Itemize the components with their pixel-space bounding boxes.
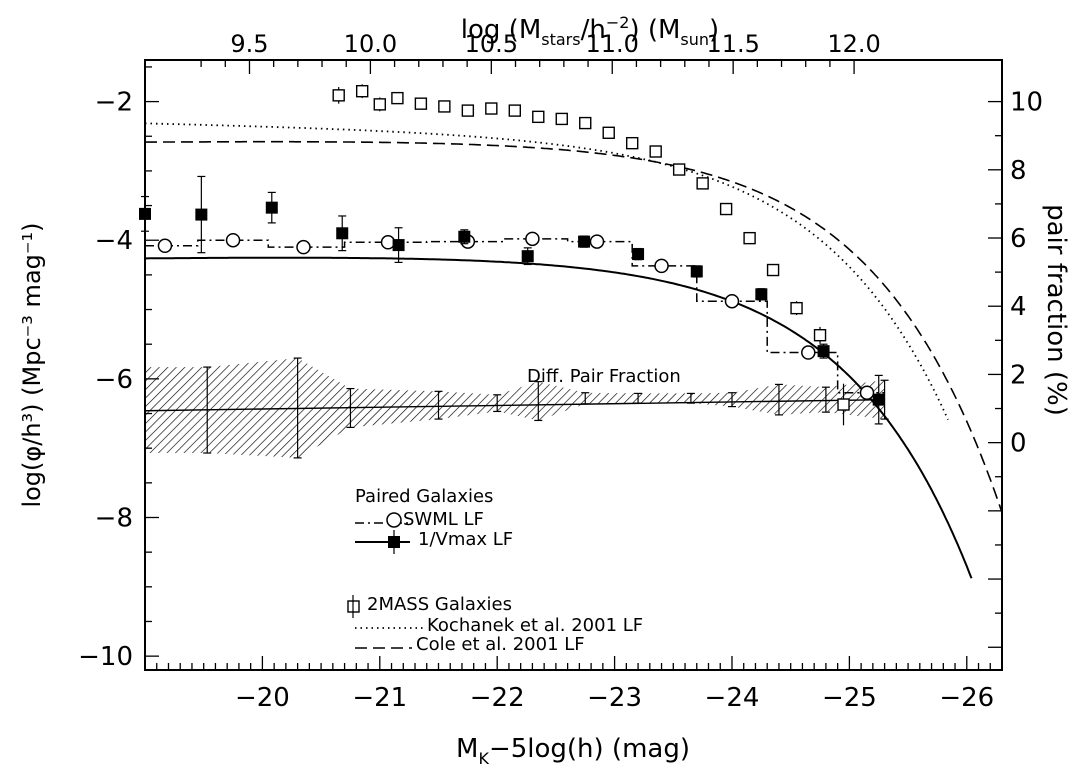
axis-ticks: −20 −21 −22 −23 −24 −25 −269.5 10.0 10.5 11.0 11.5… (78, 30, 1043, 713)
plot-frame (144, 59, 1003, 671)
y-tick-label-right: 2 (1010, 360, 1027, 390)
2mass-point (602, 126, 615, 139)
2mass-point (373, 98, 386, 111)
model-curves (145, 122, 1003, 579)
x-tick-label-top: 10.0 (344, 30, 397, 58)
x-tick-label-top: 12.0 (827, 30, 880, 58)
2mass-point (696, 177, 709, 190)
swml-point (589, 234, 605, 249)
x-tick-label-top: 11.0 (586, 30, 639, 58)
2mass-point (766, 263, 780, 277)
swml-point (157, 238, 173, 254)
2mass-point (625, 136, 639, 150)
swml-point (654, 258, 669, 274)
vmax-point (458, 230, 471, 243)
swml-point (225, 232, 241, 248)
2mass-point (813, 328, 827, 342)
x-tick-label-bottom: −23 (587, 683, 642, 713)
y-tick-label-right: 4 (1010, 292, 1027, 322)
vmax-point (817, 345, 830, 358)
2mass-point (790, 301, 803, 315)
2mass-point (355, 84, 369, 98)
vmax-point (195, 208, 208, 221)
y-tick-label-left: −2 (95, 88, 133, 118)
x-tick-label-top: 11.5 (706, 30, 759, 58)
vmax-point (872, 393, 885, 406)
x-tick-label-bottom: −22 (470, 683, 525, 713)
2mass-point (555, 112, 568, 126)
legend-vmax-label: 1/Vmax LF (418, 529, 513, 550)
x-tick-label-top: 10.5 (465, 30, 518, 58)
legend-swml-label: SWML LF (403, 509, 484, 530)
vmax-point (139, 207, 151, 220)
vmax-point (521, 250, 534, 263)
swml-point (380, 235, 396, 250)
swml-point (801, 345, 816, 360)
legend-title-2mass: 2MASS Galaxies (367, 594, 512, 615)
y-axis-title-right: pair fraction (%) (1041, 204, 1071, 416)
x-tick-label-bottom: −25 (822, 683, 877, 713)
2mass-point (332, 89, 345, 102)
legend-title-paired: Paired Galaxies (355, 486, 493, 507)
y-axis-title-left: log(φ/h³) (Mpc⁻³ mag⁻¹) (18, 222, 46, 507)
swml-point (724, 293, 740, 309)
y-tick-label-right: 10 (1010, 88, 1043, 118)
x-tick-label-bottom: −21 (352, 683, 407, 713)
y-tick-label-right: 8 (1010, 156, 1027, 186)
y-tick-label-left: −6 (95, 365, 133, 395)
x-axis-title-top: log (Mstars/h−2) (Msun) (461, 13, 719, 49)
2mass-point (391, 91, 404, 105)
swml-point (296, 239, 311, 255)
kochanek-curve (145, 122, 949, 420)
2mass-point (579, 116, 592, 130)
2mass-point (719, 202, 733, 216)
x-tick-label-top: 9.5 (230, 30, 268, 58)
2mass-point (532, 110, 545, 124)
x-tick-label-bottom: −20 (235, 683, 290, 713)
2mass-point (837, 398, 850, 411)
legend-cole-label: Cole et al. 2001 LF (416, 634, 585, 655)
2mass-point (461, 104, 475, 117)
vmax-point (336, 227, 349, 240)
2mass-point (414, 97, 428, 110)
vmax-fit-curve (145, 256, 973, 579)
swml-point (859, 385, 875, 400)
vmax-point (755, 288, 768, 301)
vmax-point (265, 201, 278, 214)
legend-swml-marker (386, 512, 402, 528)
y-tick-label-left: −8 (95, 504, 133, 534)
pair-fraction-line (144, 398, 885, 412)
legend-kochanek-label: Kochanek et al. 2001 LF (427, 615, 643, 636)
2mass-point (485, 102, 498, 115)
y-tick-label-right: 6 (1010, 224, 1027, 254)
x-axis-title-bottom: MK−5log(h) (mag) (456, 734, 690, 768)
legend: Paired Galaxies SWML LF 1/Vmax LF 2MASS … (347, 486, 643, 655)
annotation-diff-pair-fraction: Diff. Pair Fraction (527, 366, 681, 387)
vmax-point (392, 239, 405, 252)
y-tick-label-left: −4 (95, 226, 133, 256)
2mass-point (438, 100, 451, 113)
pair-fraction-hatch (145, 358, 885, 458)
vmax-point (690, 265, 703, 278)
swml-point (525, 231, 540, 247)
vmax-point (632, 248, 645, 261)
y-tick-label-left: −10 (78, 642, 133, 672)
y-tick-label-right: 0 (1010, 429, 1027, 459)
2mass-point (672, 163, 686, 176)
x-tick-label-bottom: −26 (939, 683, 994, 713)
vmax-point (578, 235, 591, 248)
2mass-point (649, 145, 662, 158)
pair-fraction-band (144, 357, 889, 459)
x-tick-label-bottom: −24 (705, 683, 760, 713)
data-marks (139, 84, 885, 426)
2mass-point (743, 231, 756, 245)
2mass-point (508, 104, 522, 117)
cole-curve (145, 140, 1003, 513)
